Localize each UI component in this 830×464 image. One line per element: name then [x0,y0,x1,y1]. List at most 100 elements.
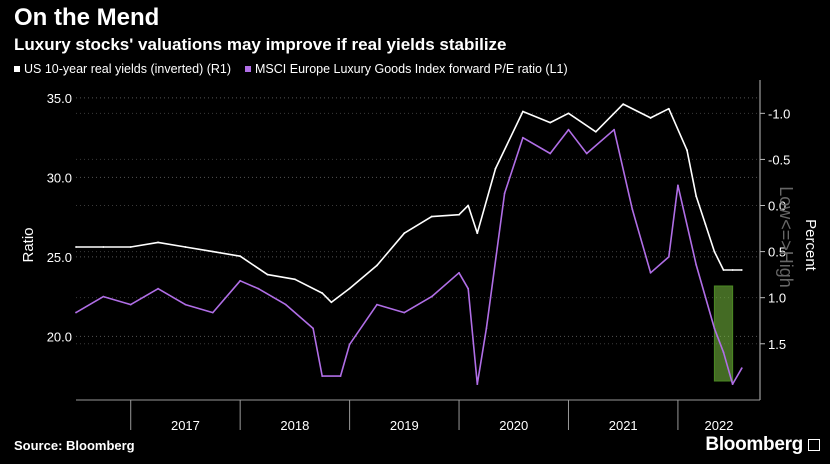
x-tick-label: 2019 [390,418,419,433]
point-yields [594,130,597,133]
point-yields [321,292,324,294]
point-pe-ratio [312,327,315,330]
point-pe-ratio [75,311,77,314]
point-pe-ratio [695,263,698,266]
grid-layer [76,97,760,345]
y-right-tick-label: 0.5 [768,245,786,260]
y-axis-right-label: Percent [802,219,819,272]
point-pe-ratio [649,271,652,274]
point-pe-ratio [740,367,743,370]
point-pe-ratio [567,128,570,131]
point-yields [75,246,77,248]
series-line-yields [76,103,742,304]
chart-subtitle: Luxury stocks' valuations may improve if… [14,35,507,54]
point-yields [622,103,625,106]
point-pe-ratio [284,303,287,306]
point-pe-ratio [503,192,506,195]
point-yields [293,278,296,281]
point-pe-ratio [722,351,725,354]
bloomberg-logo: Bloomberg [705,434,820,456]
point-yields [157,241,159,244]
point-pe-ratio [239,279,242,282]
highlight-layer [713,285,734,382]
point-yields [211,250,214,253]
legend-label-yields: US 10-year real yields (inverted) (R1) [24,62,232,76]
point-yields [467,204,470,207]
highlight-box [713,285,734,382]
point-pe-ratio [585,152,588,155]
point-yields [740,269,743,271]
x-tick-label: 2020 [499,418,528,433]
point-pe-ratio [476,383,479,385]
point-pe-ratio [613,128,615,131]
point-yields [129,246,132,248]
point-yields [549,121,552,124]
point-yields [376,264,378,267]
point-yields [458,213,460,216]
point-pe-ratio [102,295,105,298]
legend-label-pe-ratio: MSCI Europe Luxury Goods Index forward P… [255,62,568,76]
brand-name: Bloomberg [705,434,803,455]
x-tick-label: 2022 [704,418,733,433]
point-pe-ratio [485,327,488,330]
legend-swatch-yields [14,66,20,72]
legend-item-yields: US 10-year real yields (inverted) (R1) [14,62,231,76]
point-pe-ratio [348,343,351,346]
y-left-tick-label: 20.0 [47,329,72,344]
series-layer [75,103,743,385]
point-pe-ratio [211,311,214,314]
point-pe-ratio [549,152,552,155]
legend-swatch-pe-ratio [245,66,252,72]
point-pe-ratio [257,287,260,290]
point-yields [266,273,269,276]
point-yields [649,117,652,119]
x-tick-label: 2021 [609,418,638,433]
axis-layer: 35.0 30.0 25.0 20.0 -1.0 -0.5 0.0 0.5 1.0 1.5 2017… [47,80,790,433]
y-left-tick-label: 35.0 [47,91,72,106]
y-right-tick-label: 0.0 [768,199,786,214]
source-note: Source: Bloomberg [14,438,135,453]
bloomberg-mark-icon [808,439,820,451]
y-right-tick-label: 1.5 [768,337,786,352]
point-pe-ratio [731,383,734,385]
point-pe-ratio [339,375,342,378]
point-yields [348,287,351,290]
point-yields [430,215,433,218]
point-yields [667,107,670,110]
point-pe-ratio [677,184,679,187]
point-yields [731,269,734,271]
right-axis-annotation: Low<=>High [776,186,796,288]
point-pe-ratio [184,303,187,306]
point-yields [704,223,707,225]
point-yields [695,195,698,198]
point-pe-ratio [376,303,378,306]
chart-title: On the Mend [14,4,160,31]
point-pe-ratio [321,375,324,378]
y-right-tick-label: 1.0 [768,291,786,306]
point-pe-ratio [631,208,634,211]
point-pe-ratio [430,295,433,298]
legend: US 10-year real yields (inverted) (R1) M… [14,62,568,76]
point-yields [521,110,524,113]
point-pe-ratio [157,287,159,290]
point-yields [102,246,105,248]
point-yields [403,232,406,235]
point-yields [567,112,570,115]
x-tick-label: 2018 [280,418,309,433]
point-pe-ratio [458,271,460,274]
point-yields [722,269,725,271]
point-pe-ratio [129,303,132,306]
point-pe-ratio [521,136,524,139]
point-yields [239,255,242,258]
point-pe-ratio [713,327,716,330]
point-yields [184,246,187,248]
point-yields [713,250,716,253]
y-left-tick-label: 30.0 [47,170,72,185]
point-pe-ratio [467,287,470,290]
point-yields [330,301,333,304]
y-axis-left-label: Ratio [20,227,37,262]
point-yields [494,167,497,170]
x-tick-label: 2017 [171,418,200,433]
point-pe-ratio [667,256,670,258]
